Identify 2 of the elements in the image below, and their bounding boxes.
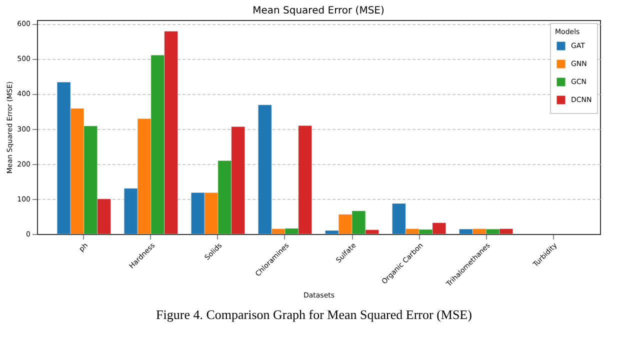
caption: Figure 4. Comparison Graph for Mean Squared Error (MSE) (155, 307, 473, 323)
chart-title: Mean Squared Error (MSE) (252, 6, 384, 17)
